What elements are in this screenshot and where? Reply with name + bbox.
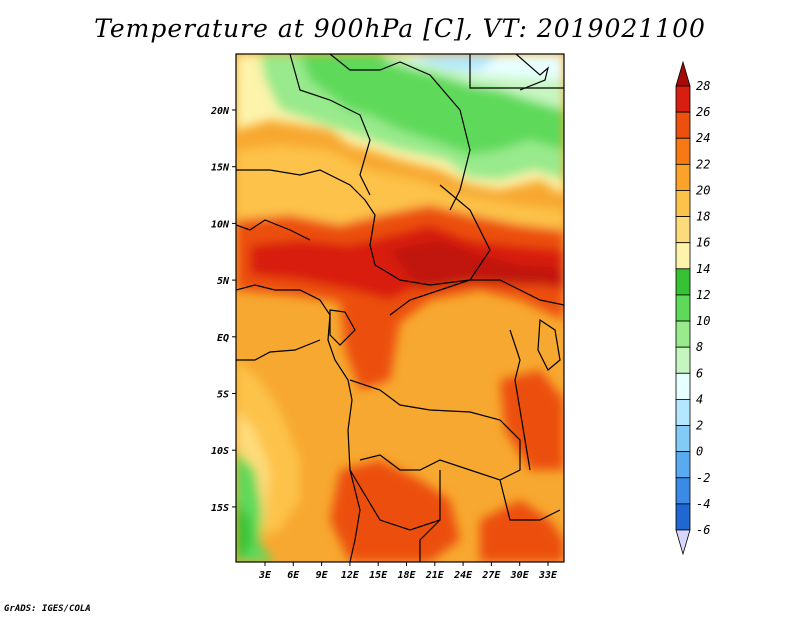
colorbar-segment: [675, 425, 691, 453]
colorbar-segment: [675, 372, 691, 400]
colorbar-label: 18: [696, 210, 710, 224]
lat-tick-label: 10S: [211, 446, 229, 457]
colorbar-label: 22: [696, 157, 710, 171]
lon-tick-label: 21E: [425, 570, 445, 581]
colorbar-label: -2: [696, 471, 710, 485]
colorbar-segment: [675, 320, 691, 348]
lat-tick-label: 10N: [211, 219, 230, 230]
colorbar-segment: [675, 163, 691, 191]
chart-title: Temperature at 900hPa [C], VT: 201902110…: [94, 14, 706, 43]
lat-tick-label: 5N: [217, 276, 230, 287]
colorbar-label: 28: [696, 79, 710, 93]
colorbar-label: 14: [696, 262, 710, 276]
lon-tick-label: 33E: [538, 570, 558, 581]
longitude-axis: 3E 6E 9E 12E 15E 18E 21E 24E 27E 30E 33E: [258, 562, 558, 581]
latitude-axis: 20N 15N 10N 5N EQ 5S 10S 15S: [210, 106, 236, 514]
colorbar-segment: [675, 111, 691, 139]
lon-tick-label: 3E: [258, 570, 272, 581]
colorbar-label: 2: [696, 419, 703, 433]
colorbar-label: 24: [696, 131, 710, 145]
map-frame: [235, 53, 565, 563]
colorbar-segment: [675, 216, 691, 244]
colorbar-max-arrow: [675, 60, 691, 87]
lat-tick-label: 5S: [217, 390, 229, 401]
colorbar-label: -6: [696, 523, 710, 537]
colorbar-segment: [675, 346, 691, 374]
country-borders: [236, 54, 564, 562]
colorbar-label: 8: [696, 340, 703, 354]
colorbar-label: 16: [696, 236, 710, 250]
colorbar-segment: [675, 399, 691, 426]
colorbar-segment: [675, 137, 691, 165]
colorbar-segment: [675, 190, 691, 217]
lon-tick-label: 24E: [453, 570, 473, 581]
colorbar-segment: [675, 503, 691, 531]
lat-tick-label: 15N: [211, 163, 230, 174]
lon-tick-label: 27E: [481, 570, 501, 581]
lon-tick-label: 6E: [287, 570, 300, 581]
footer-credit: GrADS: IGES/COLA: [4, 604, 91, 614]
colorbar-label: 26: [696, 105, 710, 119]
colorbar-label: 20: [696, 183, 710, 197]
lat-tick-label: EQ: [217, 333, 229, 344]
lon-tick-label: 30E: [510, 570, 530, 581]
colorbar-label: 4: [696, 392, 703, 406]
lat-tick-label: 20N: [210, 106, 230, 117]
colorbar-label: 6: [696, 366, 703, 380]
colorbar-label: 0: [696, 445, 703, 459]
colorbar-label: 12: [696, 288, 710, 302]
lon-tick-label: 18E: [397, 570, 416, 581]
colorbar-segment: [675, 242, 691, 270]
colorbar-segment: [675, 294, 691, 322]
colorbar-min-arrow: [675, 529, 691, 556]
colorbar-label: -4: [696, 497, 710, 511]
lat-tick-label: 15S: [211, 503, 229, 514]
colorbar-segment: [675, 268, 691, 296]
lon-tick-label: 12E: [341, 570, 360, 581]
colorbar-segment: [675, 451, 691, 479]
lon-tick-label: 15E: [369, 570, 388, 581]
colorbar-segment: [675, 85, 691, 113]
colorbar-label: 10: [696, 314, 710, 328]
colorbar-segment: [675, 477, 691, 505]
lon-tick-label: 9E: [316, 570, 329, 581]
